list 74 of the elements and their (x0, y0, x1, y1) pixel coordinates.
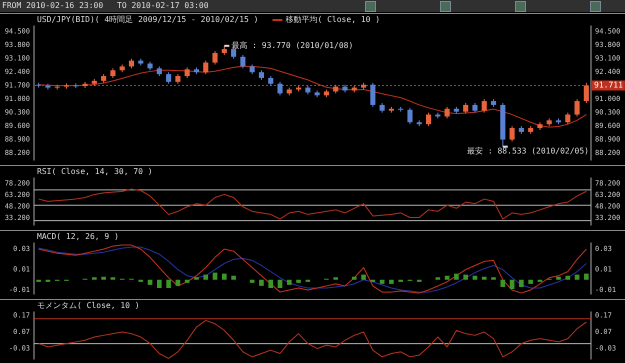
bar (444, 276, 450, 280)
chart-title: RSI( Close, 14, 30, 70 ) (37, 167, 153, 176)
annotation: 最高 : 93.770 (2010/01/08) (231, 40, 354, 50)
bar (92, 277, 97, 280)
candlestick (565, 112, 570, 125)
ref-line-label: 91.711 (594, 80, 624, 90)
bar (333, 277, 338, 280)
bar (250, 280, 254, 283)
candlestick (250, 64, 255, 75)
candlestick (574, 98, 580, 117)
bar (352, 276, 357, 280)
bar (268, 280, 274, 288)
candlestick (584, 82, 589, 104)
candlestick (407, 107, 413, 125)
candlestick (128, 58, 134, 69)
candlestick (175, 74, 180, 84)
bar (212, 272, 218, 280)
bar (157, 280, 162, 288)
chart-title: USD/JPY(BID)( 4時間足 2009/12/15 - 2010/02/15 ) (37, 15, 258, 24)
candlestick (277, 81, 283, 96)
candlestick (370, 82, 376, 108)
bar (166, 280, 171, 288)
candlestick (240, 54, 246, 69)
bar (296, 280, 301, 283)
bar (500, 280, 506, 287)
candlestick (110, 68, 116, 78)
bar (259, 280, 264, 286)
candlestick (184, 66, 190, 78)
candlestick (156, 66, 162, 77)
candlestick (444, 106, 450, 119)
bar (584, 274, 589, 280)
candlestick (472, 102, 478, 114)
bar (519, 280, 524, 287)
bar (222, 274, 227, 280)
candlestick (426, 112, 432, 127)
bar (231, 276, 236, 280)
candlestick (212, 50, 218, 66)
candlestick (203, 60, 208, 75)
chart-title: モメンタム( Close, 10 ) (37, 301, 140, 310)
bar (454, 274, 459, 280)
bar (194, 277, 199, 280)
bar (510, 280, 514, 289)
bar (472, 276, 478, 280)
bar (203, 274, 208, 280)
bar (176, 280, 180, 286)
bar (528, 280, 533, 284)
bar (278, 280, 282, 288)
bar (436, 277, 440, 280)
bar (361, 274, 366, 280)
legend-label: 移動平均( Close, 10 ) (285, 15, 380, 24)
bar (148, 280, 152, 285)
bar (463, 274, 468, 280)
candlestick (463, 102, 468, 114)
candlestick (258, 70, 264, 80)
candlestick (510, 126, 515, 142)
bar (110, 277, 116, 280)
candlestick (268, 76, 274, 86)
annotation: 最安 : 88.533 (2010/02/05) (467, 146, 590, 156)
bar (286, 280, 292, 285)
bar (101, 276, 106, 280)
bar (574, 274, 580, 280)
text: FROM 2010-02-16 23:00 (2, 1, 104, 10)
chart-title: MACD( 12, 26, 9 ) (37, 232, 119, 242)
bar (184, 280, 190, 283)
candlestick (380, 102, 385, 114)
text: TO 2010-02-17 03:00 (117, 1, 209, 10)
bar (556, 276, 561, 280)
bar (389, 280, 394, 284)
candlestick (166, 72, 172, 84)
bar (491, 277, 496, 280)
bar (565, 276, 570, 280)
bar (482, 276, 487, 280)
candlestick (482, 98, 487, 114)
bar (380, 280, 384, 284)
